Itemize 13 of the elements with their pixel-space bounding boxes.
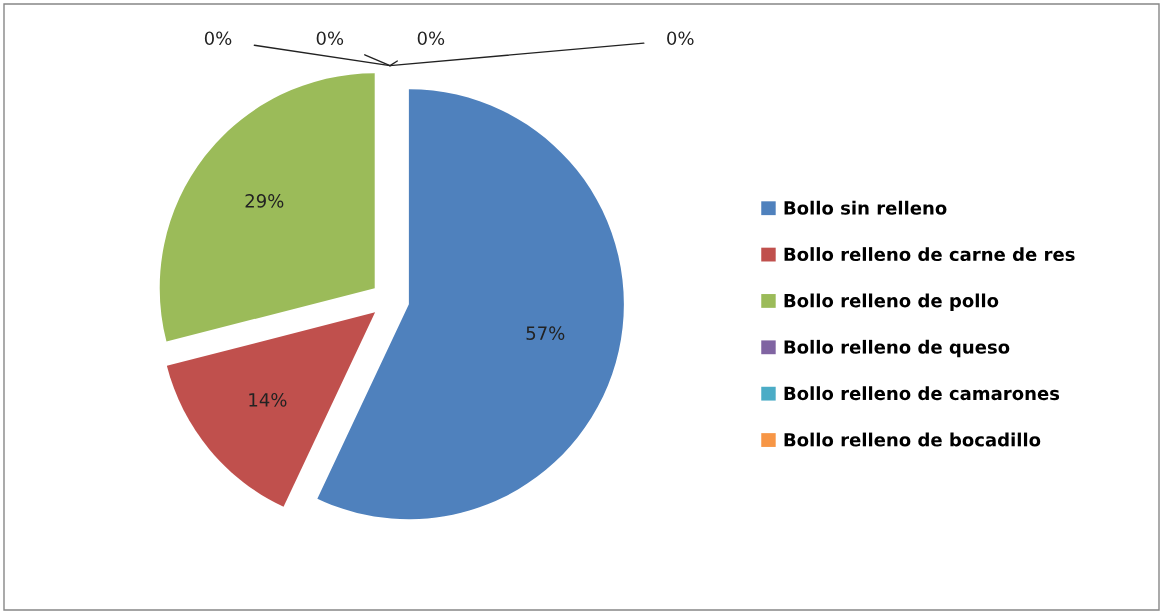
legend-label: Bollo relleno de carne de res [784, 247, 1075, 262]
text: 0% [417, 31, 445, 46]
legend-label: Bollo relleno de camarones [784, 386, 1060, 401]
text: 0% [204, 31, 232, 46]
text: 0% [316, 31, 344, 46]
data-label: 57% [526, 326, 565, 340]
data-label: 14% [249, 393, 287, 407]
legend-label: Bollo relleno de bocadillo [784, 432, 1041, 447]
legend-label: Bollo relleno de queso [784, 339, 1010, 358]
legend-label: Bollo relleno de pollo [784, 293, 999, 311]
legend-label: Bollo sin relleno [784, 200, 947, 215]
data-label: 29% [245, 194, 284, 208]
text: 0% [667, 31, 694, 46]
